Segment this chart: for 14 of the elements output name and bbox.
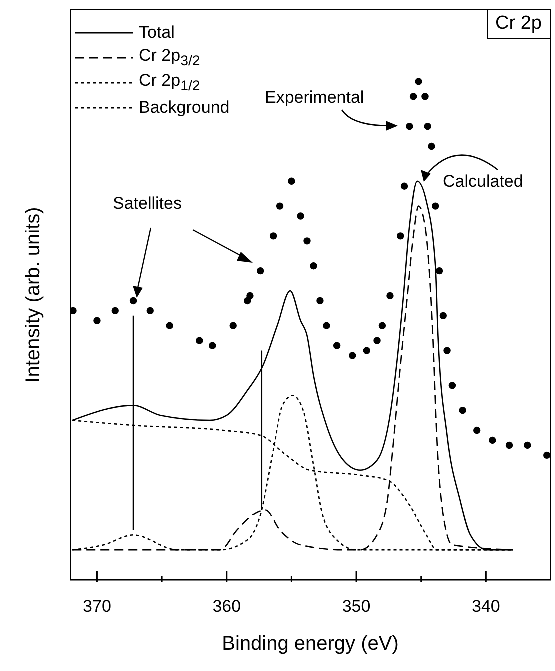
x-tick-label: 370 — [83, 597, 112, 616]
legend-label: Total — [139, 22, 175, 42]
x-tick-label: 350 — [342, 597, 371, 616]
annotation: Satellites — [113, 194, 182, 214]
text: Cr 2p — [486, 9, 551, 39]
legend-label: Cr 2p$_{3/2}$ — [139, 46, 200, 70]
y-axis-title: Intensity (arb. units) — [22, 206, 46, 382]
annotation: Experimental — [265, 88, 364, 108]
legend-label: Background — [139, 98, 230, 118]
legend-label: Cr 2p$_{1/2}$ — [139, 70, 200, 94]
x-tick-label: 360 — [212, 597, 242, 616]
x-tick-label: 340 — [472, 597, 500, 616]
annotation: Calculated — [443, 172, 524, 192]
x-axis-title: Binding energy (eV) — [221, 633, 400, 656]
